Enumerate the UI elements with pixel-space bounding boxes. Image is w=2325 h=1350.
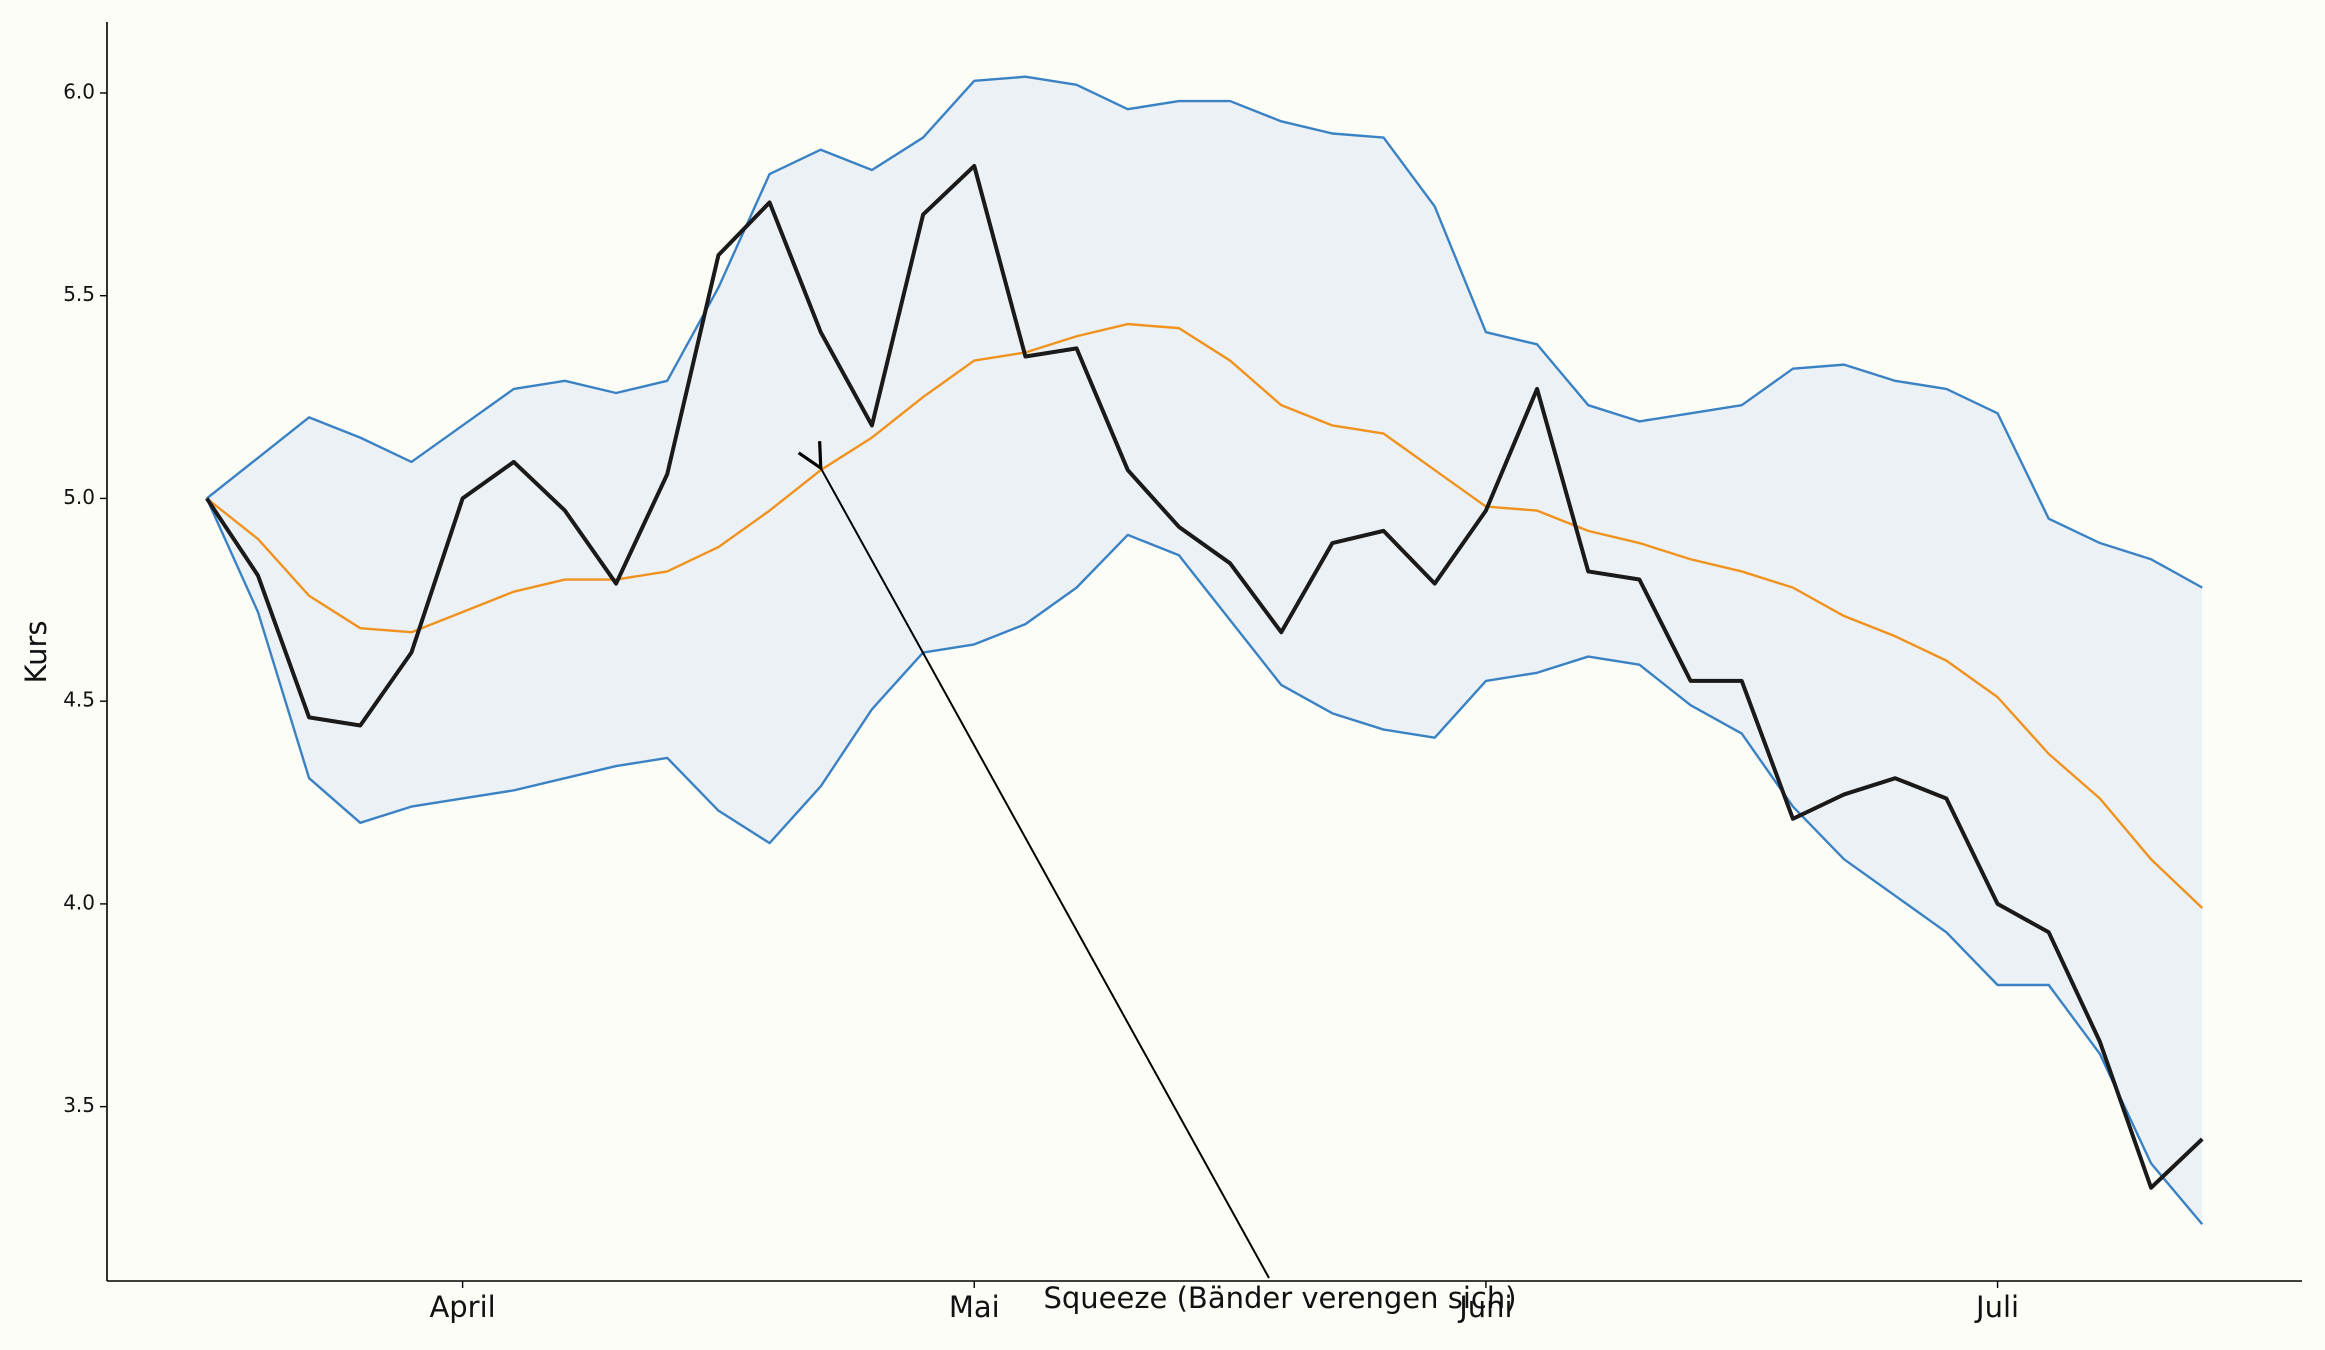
x-tick-label: Juli [1974,1290,2019,1324]
band-fill [206,76,2203,1225]
y-tick-label: 4.0 [63,890,95,914]
x-tick-label: Mai [949,1290,1000,1324]
y-tick-label: 5.5 [63,282,95,306]
y-axis-label: Kurs [19,621,53,684]
series-line [205,163,2204,1190]
annotation: Squeeze (Bänder verengen sich) [1043,1281,1516,1315]
y-tick-label: 3.5 [63,1093,95,1117]
annotation-arrow [821,468,1270,1279]
y-tick-label: 4.5 [63,688,95,712]
series-line [206,75,2203,589]
series-line [205,497,2204,1226]
y-tick-label: 6.0 [63,79,95,103]
x-tick-label: April [429,1290,495,1324]
x-tick-label: Juni [1457,1290,1512,1324]
y-tick-label: 5.0 [63,485,95,509]
series-line [206,322,2204,909]
